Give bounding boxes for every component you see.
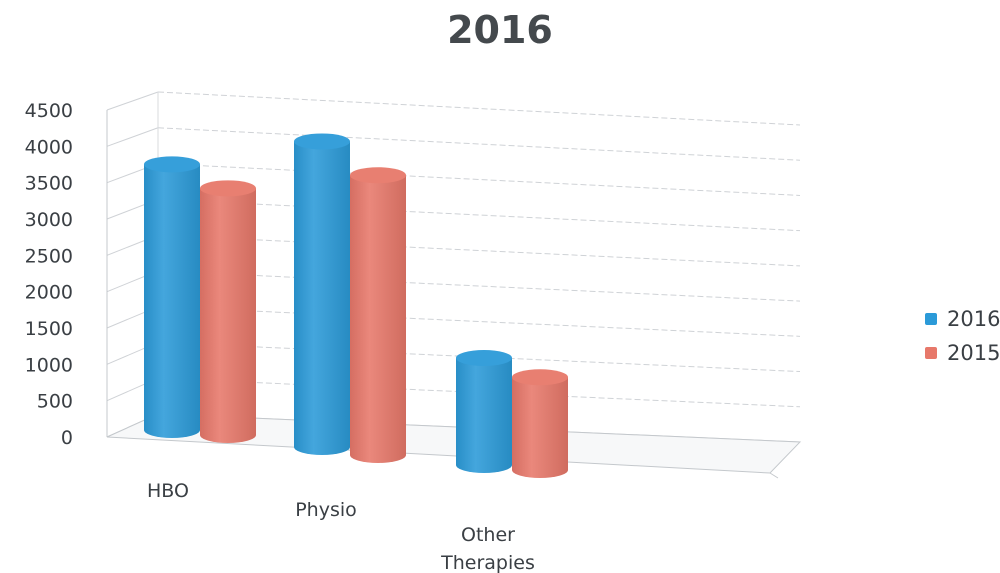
back-gridline — [157, 234, 801, 267]
bar-top-2016-2 — [456, 349, 512, 366]
chart-title: 2016 — [447, 8, 553, 52]
y-tick-label: 4500 — [25, 100, 73, 122]
y-tick-label: 0 — [61, 427, 73, 449]
legend-item-2015: 2015 — [925, 340, 1000, 366]
y-tick-label: 3500 — [25, 173, 73, 195]
legend-label-2015: 2015 — [947, 341, 1000, 365]
back-gridline — [157, 127, 801, 161]
side-gridline — [106, 127, 159, 147]
bar-2015-0 — [200, 188, 256, 443]
back-gridline — [157, 341, 801, 373]
back-gridline — [157, 91, 801, 126]
bar-top-2015-2 — [512, 369, 568, 386]
y-tick-label: 4000 — [25, 136, 73, 158]
side-gridline — [106, 91, 159, 111]
y-tick-label: 2500 — [25, 245, 73, 267]
y-tick-label: 3000 — [25, 209, 73, 231]
x-tick-label: HBO — [147, 480, 189, 502]
legend-swatch-2016 — [925, 313, 937, 325]
bar-2015-2 — [512, 377, 568, 478]
y-tick-label: 1000 — [25, 354, 73, 376]
back-gridline — [157, 163, 801, 196]
y-tick-label: 500 — [37, 391, 73, 413]
back-gridline — [157, 306, 801, 337]
bar-2015-1 — [350, 175, 406, 463]
bar-2016-0 — [144, 164, 200, 439]
x-tick-label: Physio — [295, 499, 357, 521]
back-gridline — [157, 270, 801, 302]
legend: 2016 2015 — [925, 306, 1000, 374]
bar-top-2015-0 — [200, 180, 256, 197]
bar-top-2016-1 — [294, 133, 350, 150]
bar-top-2016-0 — [144, 156, 200, 173]
bar-2016-2 — [456, 357, 512, 473]
legend-label-2016: 2016 — [947, 307, 1000, 331]
bar-top-2015-1 — [350, 167, 406, 184]
legend-item-2016: 2016 — [925, 306, 1000, 332]
y-tick-label: 2000 — [25, 282, 73, 304]
legend-swatch-2015 — [925, 347, 937, 359]
bar-2016-1 — [294, 141, 350, 455]
back-gridline — [157, 198, 801, 232]
back-gridline — [157, 377, 801, 408]
x-tick-label: Other Therapies — [440, 524, 535, 573]
floor-edge — [769, 472, 779, 479]
y-tick-label: 1500 — [25, 318, 73, 340]
